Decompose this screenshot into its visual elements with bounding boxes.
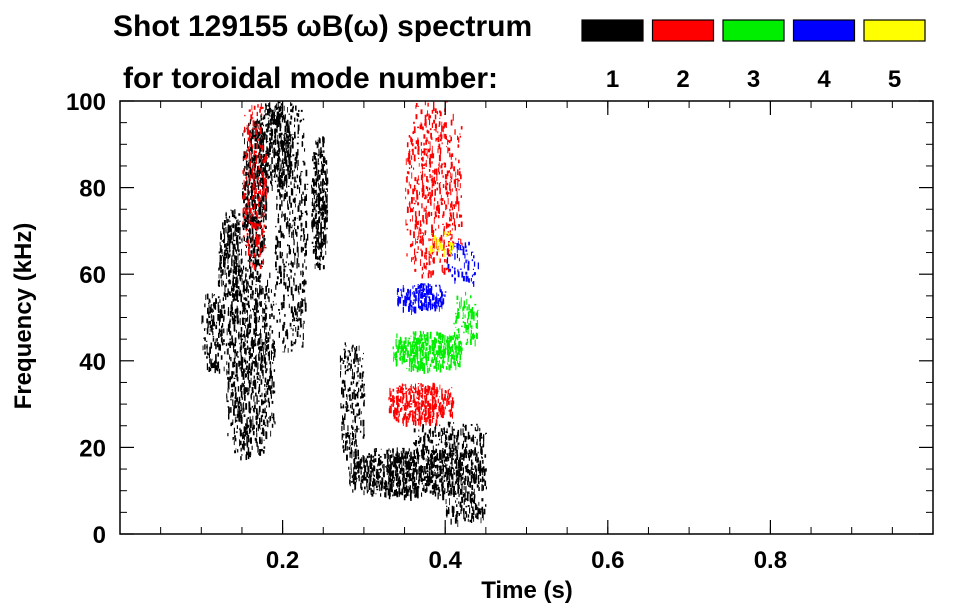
- series-1-region-2: [242, 118, 268, 272]
- x-tick-label-1: 0.4: [429, 547, 463, 574]
- series-1-region-9-marks: [413, 421, 487, 461]
- series-4: [396, 240, 479, 315]
- legend-swatch-1: [581, 19, 644, 42]
- legend-label-2: 2: [676, 66, 689, 93]
- series-1-region-4: [225, 265, 276, 461]
- series-3-region-0-marks: [392, 330, 463, 374]
- y-tick-label-3: 60: [79, 262, 106, 289]
- y-axis-label: Frequency (kHz): [10, 223, 37, 410]
- chart-title: Shot 129155 ωB(ω) spectrum: [113, 10, 532, 43]
- spectrum-data: [201, 101, 487, 527]
- series-5: [429, 231, 454, 262]
- legend-label-3: 3: [747, 66, 760, 93]
- y-tick-label-1: 20: [79, 435, 106, 462]
- series-1-region-0: [201, 293, 226, 374]
- series-1-region-10-marks: [445, 491, 487, 527]
- x-tick-label-3: 0.8: [754, 547, 787, 574]
- legend-label-5: 5: [888, 66, 901, 93]
- series-2-region-1: [388, 382, 455, 427]
- legend-label-4: 4: [817, 66, 831, 93]
- series-3-region-1: [453, 291, 479, 347]
- series-1-region-6-marks: [311, 136, 329, 271]
- series-1-region-4-marks: [225, 265, 276, 461]
- series-4-region-1-marks: [446, 240, 479, 287]
- chart-subtitle: for toroidal mode number:: [123, 62, 498, 95]
- legend: 1 2 3 4 5: [581, 19, 926, 93]
- series-1-region-7: [339, 342, 366, 461]
- series-1-region-8: [348, 447, 487, 501]
- legend-label-1: 1: [606, 66, 619, 93]
- series-1-region-7-marks: [339, 342, 366, 461]
- axis-ticks: 0.2 0.4 0.6 0.8 0 20 40 60 80 100: [66, 89, 933, 574]
- series-3: [392, 291, 479, 374]
- y-tick-label-5: 100: [66, 89, 106, 116]
- series-1-region-5: [274, 102, 309, 353]
- series-3-region-0: [392, 330, 463, 374]
- series-1-region-6: [311, 136, 329, 271]
- series-1-region-9: [413, 421, 487, 461]
- y-tick-label-0: 0: [93, 522, 106, 549]
- legend-swatch-4: [792, 19, 856, 42]
- x-axis-label: Time (s): [481, 577, 573, 604]
- series-1: [201, 101, 487, 527]
- legend-swatch-3: [722, 19, 785, 42]
- series-1-region-8-marks: [348, 447, 487, 501]
- legend-swatch-5: [863, 19, 926, 42]
- series-1-region-0-marks: [201, 293, 226, 374]
- series-1-region-10: [445, 491, 487, 527]
- series-1-region-1: [217, 209, 243, 301]
- series-1-region-2-marks: [242, 118, 268, 272]
- y-tick-label-2: 40: [79, 349, 106, 376]
- series-5-region-0: [429, 231, 454, 262]
- series-1-region-5-marks: [274, 102, 309, 353]
- series-1-region-3: [258, 101, 293, 193]
- series-4-region-0: [396, 283, 447, 315]
- plot-frame: [119, 100, 934, 535]
- y-tick-label-4: 80: [79, 176, 106, 203]
- x-tick-label-2: 0.6: [591, 547, 624, 574]
- legend-swatch-2: [651, 19, 715, 42]
- series-4-region-0-marks: [396, 283, 447, 315]
- x-tick-label-0: 0.2: [266, 547, 299, 574]
- series-3-region-1-marks: [453, 291, 479, 347]
- series-1-region-3-marks: [258, 101, 293, 193]
- series-5-region-0-marks: [429, 231, 454, 262]
- series-2-region-1-marks: [388, 382, 455, 427]
- series-4-region-1: [446, 240, 479, 287]
- series-1-region-1-marks: [217, 209, 243, 301]
